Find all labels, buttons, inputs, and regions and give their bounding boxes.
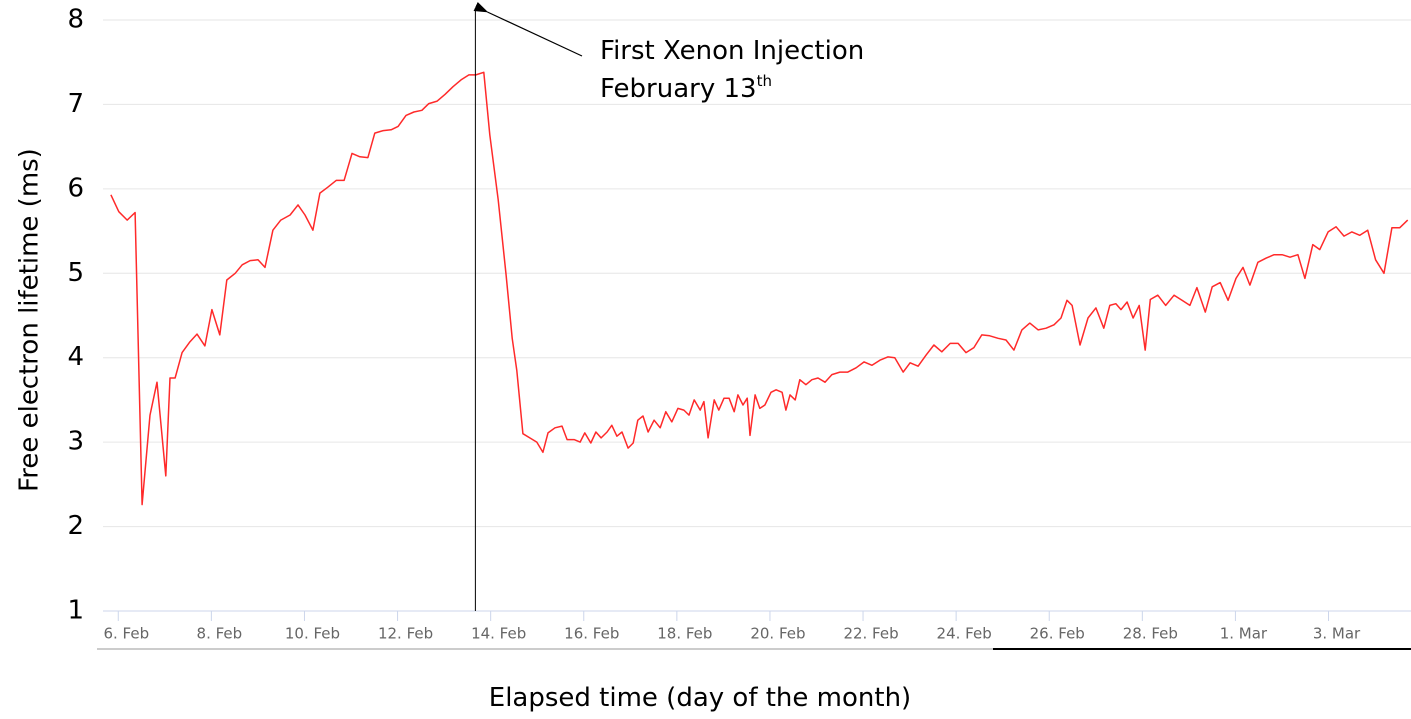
x-tick-label: 20. Feb [750,625,805,643]
x-tick-label: 3. Mar [1313,625,1361,643]
x-tick-label: 28. Feb [1123,625,1178,643]
y-tick-label: 7 [67,89,84,119]
y-tick-label: 1 [67,596,84,626]
x-tick-label: 12. Feb [378,625,433,643]
x-tick-label: 18. Feb [657,625,712,643]
x-tick-label: 10. Feb [285,625,340,643]
y-tick-label: 4 [67,342,84,372]
x-tick-label: 26. Feb [1030,625,1085,643]
x-tick-label: 1. Mar [1220,625,1268,643]
x-tick-label: 16. Feb [564,625,619,643]
annotation-superscript: th [757,72,772,90]
y-tick-label: 6 [67,173,84,203]
annotation-text-main: February 13 [600,74,757,104]
annotation-text: First Xenon Injection [600,36,864,66]
x-tick-label: 14. Feb [471,625,526,643]
y-tick-label: 8 [67,5,84,35]
x-tick-label: 24. Feb [937,625,992,643]
data-line [110,71,1409,506]
x-tick-label: 22. Feb [843,625,898,643]
x-axis-title: Elapsed time (day of the month) [489,683,911,713]
x-tick-label: 6. Feb [103,625,149,643]
y-tick-label: 5 [67,258,84,288]
y-axis-title: Free electron lifetime (ms) [15,148,45,492]
annotation-text: February 13th [600,72,772,104]
annotation-arrow [473,1,583,57]
y-tick-label: 2 [67,511,84,541]
y-tick-label: 3 [67,427,84,457]
x-tick-label: 8. Feb [197,625,243,643]
